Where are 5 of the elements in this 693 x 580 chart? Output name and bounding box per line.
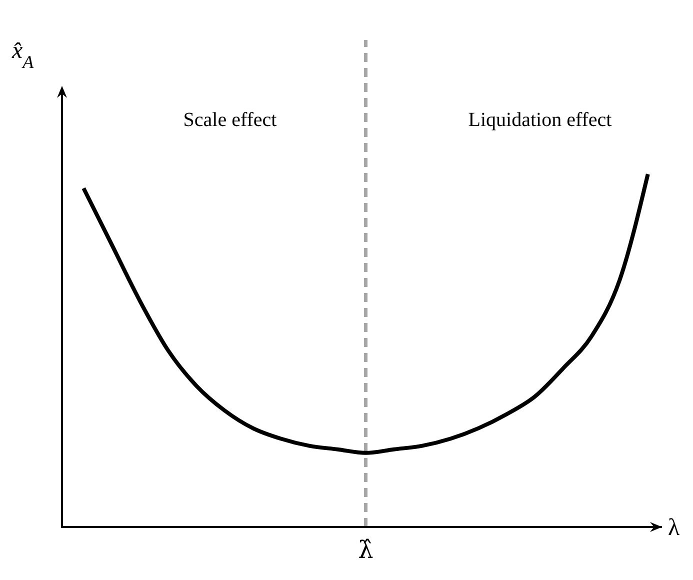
x-axis-title: λ (668, 515, 680, 541)
text: Liquidation effect (468, 109, 612, 131)
text: Scale effect (183, 109, 278, 131)
y-axis-title: x̂$_{A}$ (11, 38, 35, 72)
text: λ̂ (358, 536, 374, 564)
